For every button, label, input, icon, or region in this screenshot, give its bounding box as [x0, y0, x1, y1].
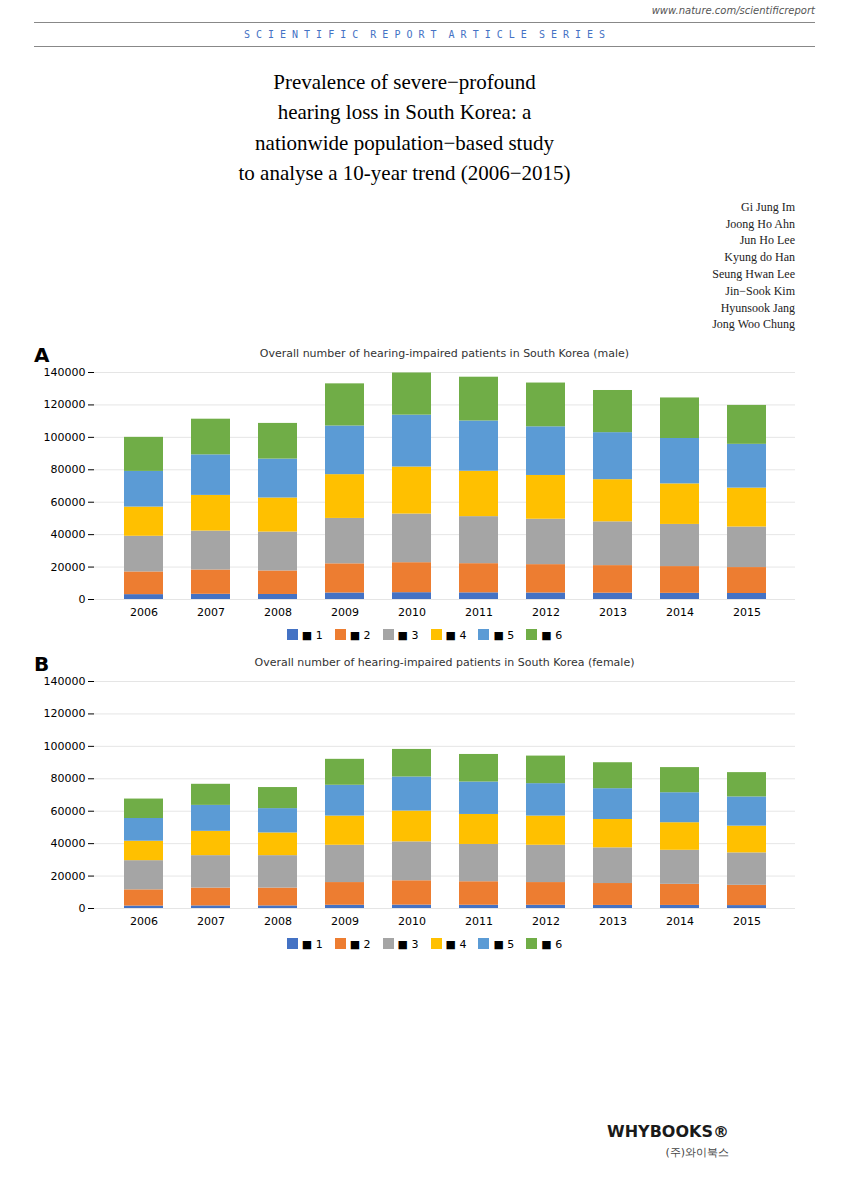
- svg-text:2014: 2014: [666, 606, 694, 619]
- svg-text:40000: 40000: [51, 528, 86, 541]
- svg-text:20000: 20000: [51, 561, 86, 574]
- html-text:■ 4: ■ 4: [445, 629, 467, 643]
- svg-text:140000: 140000: [44, 675, 86, 688]
- html-text:■ 1: ■ 1: [301, 938, 323, 952]
- html-text:Gi Jung Im: Gi Jung Im: [741, 199, 795, 214]
- svg-text:2013: 2013: [599, 606, 627, 619]
- svg-text:60000: 60000: [51, 496, 86, 509]
- html-text:Seung Hwan Lee: Seung Hwan Lee: [712, 266, 795, 281]
- html-text:■ 5: ■ 5: [493, 629, 515, 643]
- svg-text:100000: 100000: [44, 740, 86, 753]
- html-text:■ 3: ■ 3: [397, 938, 419, 952]
- html-text:Overall number of hearing-impa: Overall number of hearing-impaired patie…: [254, 656, 635, 670]
- html-text:www.nature.com/scientificrepor: www.nature.com/scientificreport: [651, 5, 815, 16]
- html-text:nationwide population−based st: nationwide population−based study: [255, 130, 554, 155]
- html-text:WHYBOOKS®: WHYBOOKS®: [607, 1122, 729, 1141]
- svg-text:2006: 2006: [130, 915, 158, 928]
- html-text:hearing loss in South Korea: a: hearing loss in South Korea: a: [277, 100, 532, 125]
- svg-text:120000: 120000: [44, 708, 86, 721]
- svg-text:2010: 2010: [398, 606, 426, 619]
- svg-text:2011: 2011: [465, 606, 493, 619]
- svg-text:2013: 2013: [599, 915, 627, 928]
- svg-text:2012: 2012: [532, 915, 560, 928]
- html-text:■ 3: ■ 3: [397, 629, 419, 643]
- html-text:Overall number of hearing-impa: Overall number of hearing-impaired patie…: [259, 347, 630, 361]
- html-text:■ 1: ■ 1: [301, 629, 323, 643]
- html-text:Jong Woo Chung: Jong Woo Chung: [712, 317, 795, 332]
- svg-text:100000: 100000: [44, 431, 86, 444]
- svg-text:2010: 2010: [398, 915, 426, 928]
- html-text:■ 4: ■ 4: [445, 938, 467, 952]
- svg-text:2008: 2008: [264, 915, 292, 928]
- html-text:Kyung do Han: Kyung do Han: [724, 250, 795, 265]
- svg-text:2007: 2007: [197, 606, 225, 619]
- svg-text:2009: 2009: [331, 606, 359, 619]
- svg-text:80000: 80000: [51, 463, 86, 476]
- svg-text:60000: 60000: [51, 805, 86, 818]
- svg-text:2006: 2006: [130, 606, 158, 619]
- html-text:■ 6: ■ 6: [541, 629, 563, 643]
- svg-text:2014: 2014: [666, 915, 694, 928]
- html-text:Hyunsook Jang: Hyunsook Jang: [720, 300, 795, 315]
- html-text:Jin−Sook Kim: Jin−Sook Kim: [725, 283, 795, 298]
- html-text:Joong Ho Ahn: Joong Ho Ahn: [725, 216, 795, 231]
- svg-text:2007: 2007: [197, 915, 225, 928]
- svg-text:2015: 2015: [733, 606, 761, 619]
- svg-text:2012: 2012: [532, 606, 560, 619]
- svg-text:2008: 2008: [264, 606, 292, 619]
- svg-text:120000: 120000: [44, 399, 86, 412]
- html-text:(주)와이북스: (주)와이북스: [665, 1146, 729, 1159]
- svg-text:2009: 2009: [331, 915, 359, 928]
- html-text:A: A: [34, 343, 50, 368]
- html-text:B: B: [34, 652, 50, 677]
- svg-text:0: 0: [79, 902, 86, 915]
- html-text:Jun Ho Lee: Jun Ho Lee: [739, 233, 795, 248]
- svg-text:80000: 80000: [51, 772, 86, 785]
- html-text:S C I E N T I F I C R E P O R: S C I E N T I F I C R E P O R T A R T I …: [243, 29, 606, 40]
- html-text:■ 6: ■ 6: [541, 938, 563, 952]
- html-text:to analyse a 10-year trend (20: to analyse a 10-year trend (2006−2015): [238, 161, 571, 186]
- html-text:■ 2: ■ 2: [349, 938, 371, 952]
- html-text:■ 5: ■ 5: [493, 938, 515, 952]
- svg-text:2015: 2015: [733, 915, 761, 928]
- svg-text:2011: 2011: [465, 915, 493, 928]
- svg-text:0: 0: [79, 593, 86, 606]
- svg-text:40000: 40000: [51, 837, 86, 850]
- svg-text:20000: 20000: [51, 870, 86, 883]
- html-text:Prevalence of severe−profound: Prevalence of severe−profound: [273, 70, 536, 94]
- svg-text:140000: 140000: [44, 366, 86, 379]
- html-text:■ 2: ■ 2: [349, 629, 371, 643]
